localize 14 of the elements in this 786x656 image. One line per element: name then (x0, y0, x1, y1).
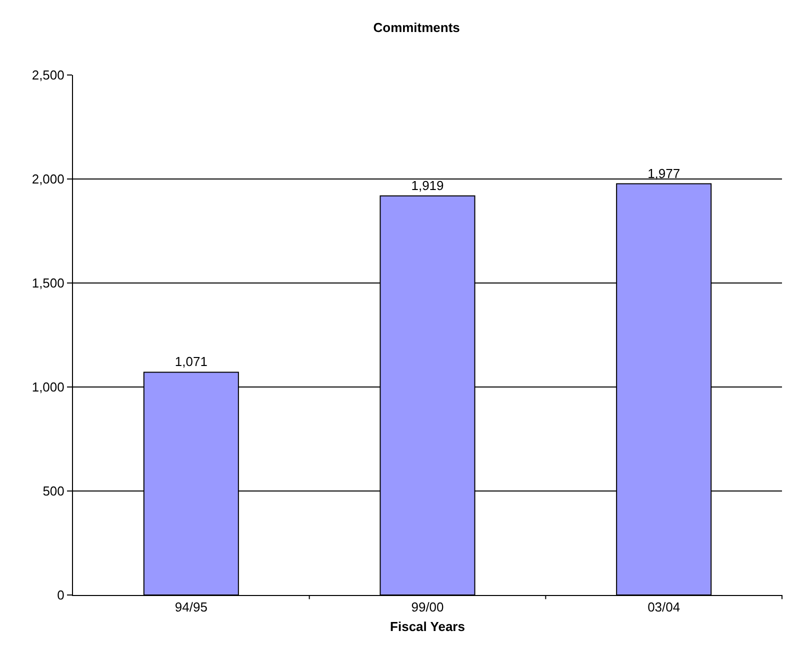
data-label: 1,071 (174, 354, 208, 370)
y-tick-label: 2,500 (32, 68, 64, 83)
y-tick-label: 1,000 (32, 380, 64, 395)
y-tick-label: 2,000 (32, 172, 64, 187)
y-tick-label: 1,500 (32, 276, 64, 291)
data-label: 1,977 (648, 166, 680, 181)
x-axis-title: Fiscal Years (390, 619, 465, 634)
chart-title: Commitments (373, 20, 460, 36)
x-tick-label: 99/00 (411, 600, 444, 615)
y-tick-label: 500 (42, 484, 64, 499)
data-label: 1,919 (411, 178, 444, 193)
y-tick-label: 0 (57, 588, 64, 603)
x-tick-label: 03/04 (648, 600, 680, 615)
x-tick-label: 94/95 (174, 600, 208, 615)
